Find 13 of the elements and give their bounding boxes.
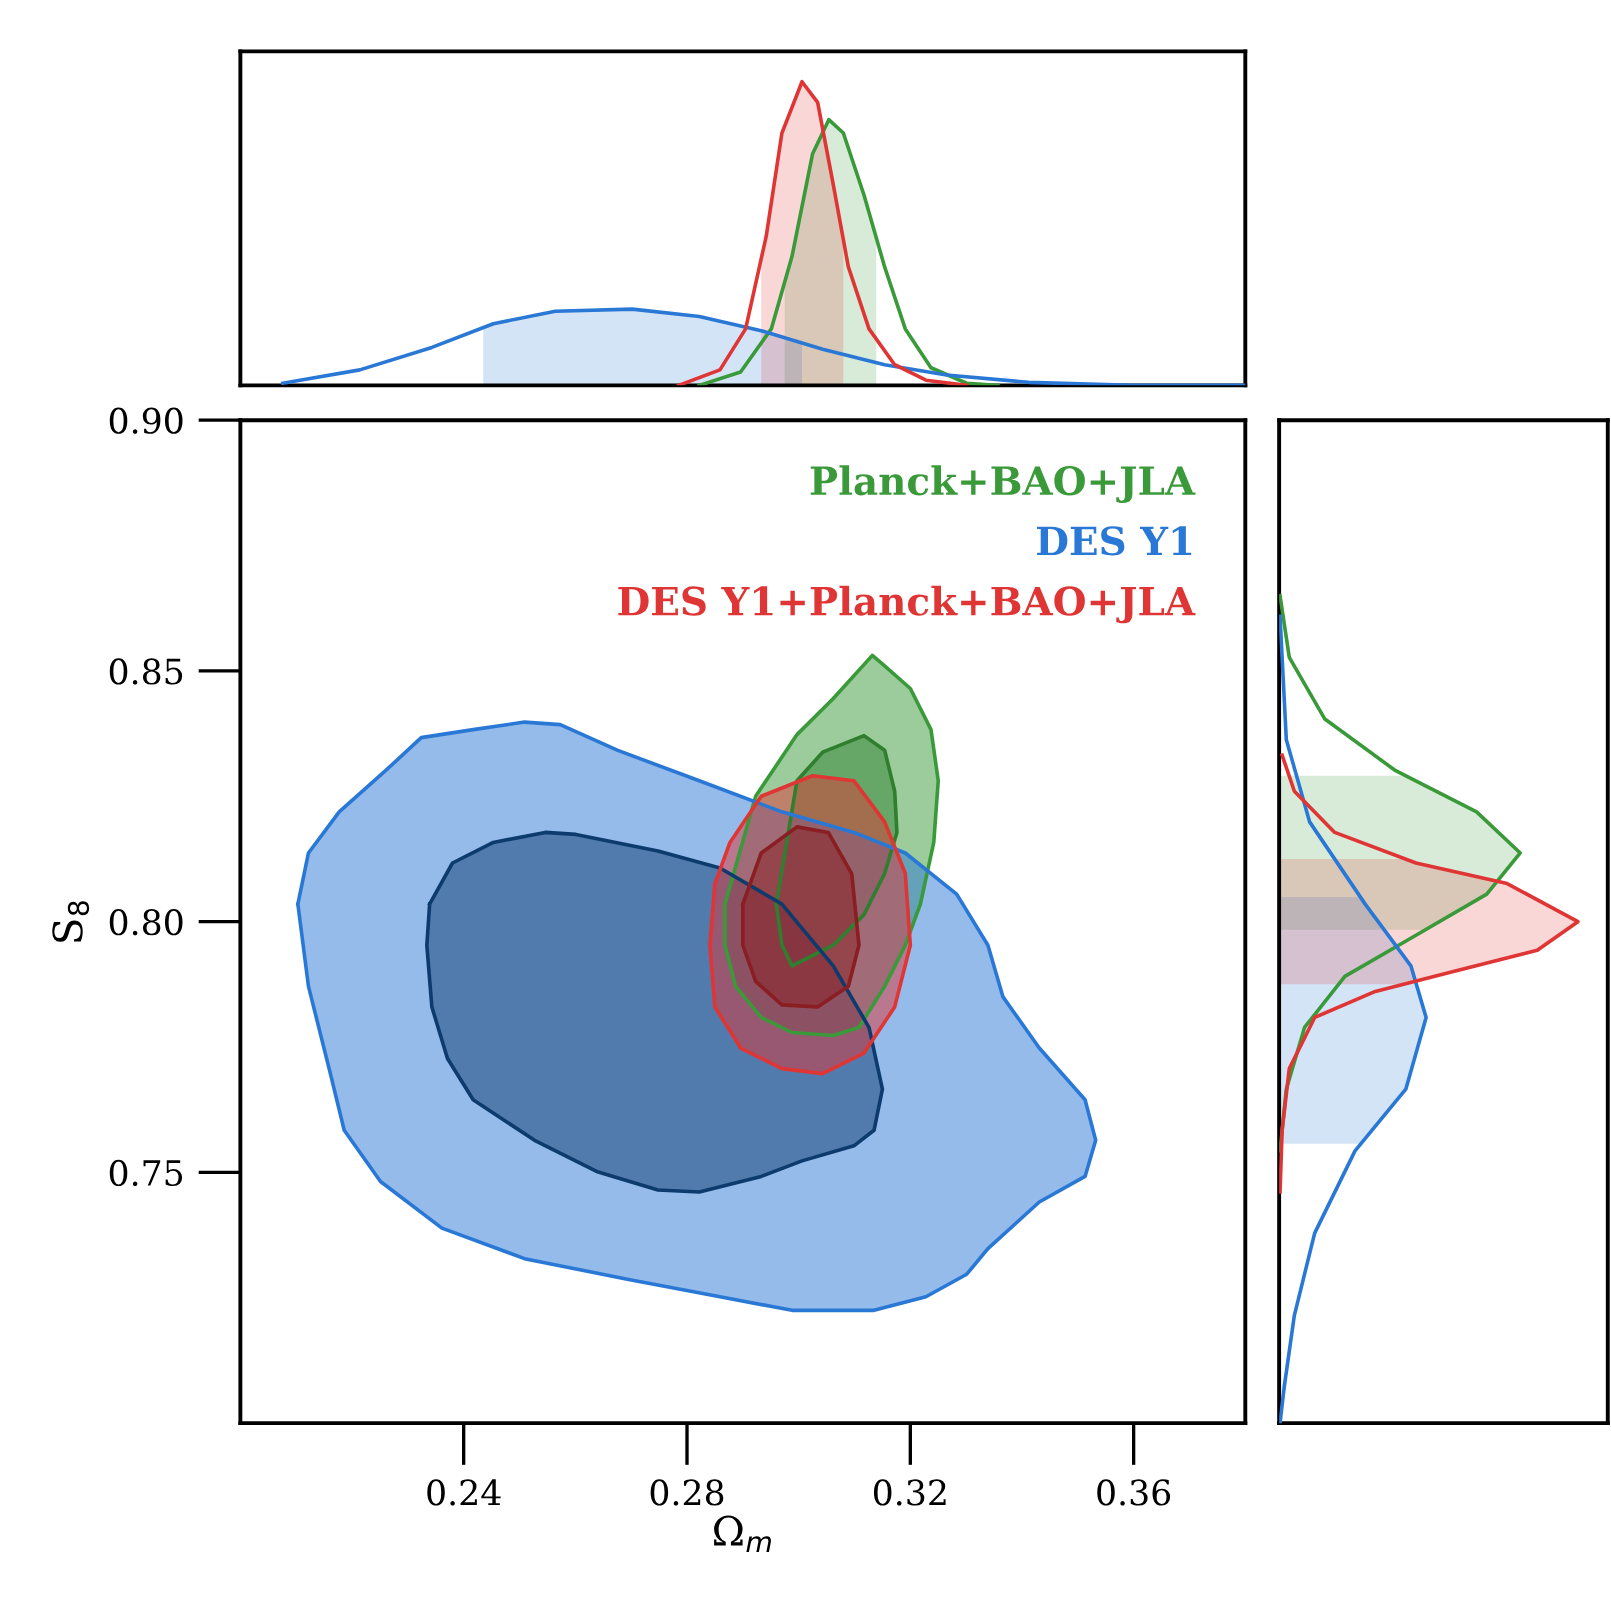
- text: DES Y1+Planck+BAO+JLA: [618, 585, 1196, 624]
- x-tick-label: 0.24: [427, 1479, 501, 1506]
- text: Planck+BAO+JLA: [810, 465, 1196, 503]
- y-tick-label: 0.75: [109, 1159, 183, 1187]
- x-tick-label: 0.36: [1097, 1479, 1171, 1506]
- x-tick-label: 0.32: [873, 1479, 946, 1506]
- text: DES Y1: [1037, 526, 1192, 556]
- y-axis-title: S$_{8}$: [52, 901, 90, 942]
- y-tick-label: 0.85: [109, 658, 183, 685]
- x-tick-label: 0.28: [650, 1479, 724, 1506]
- y-tick-label: 0.80: [109, 909, 183, 936]
- x-axis-title: Ω$_{m}$: [714, 1515, 771, 1552]
- y-tick-label: 0.90: [109, 407, 183, 434]
